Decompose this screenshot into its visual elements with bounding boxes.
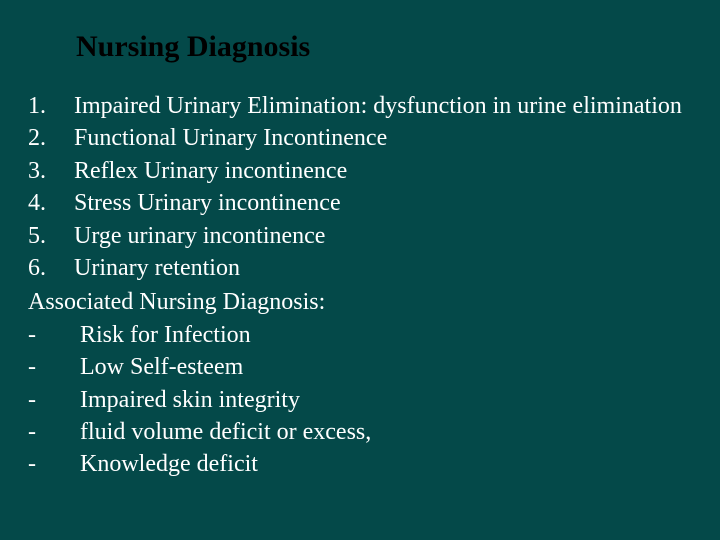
item-text: Stress Urinary incontinence	[64, 187, 341, 219]
item-number: 5.	[28, 220, 64, 252]
slide-title: Nursing Diagnosis	[76, 30, 720, 64]
bullet-dash: -	[28, 448, 64, 480]
item-text: Urge urinary incontinence	[64, 220, 325, 252]
list-item: 4. Stress Urinary incontinence	[28, 187, 690, 219]
bullet-dash: -	[28, 416, 64, 448]
list-item: 3. Reflex Urinary incontinence	[28, 155, 690, 187]
bullet-text: fluid volume deficit or excess,	[64, 416, 371, 448]
item-number: 3.	[28, 155, 64, 187]
slide-body: 1. Impaired Urinary Elimination: dysfunc…	[0, 90, 720, 481]
bullet-text: Impaired skin integrity	[64, 384, 300, 416]
bullet-text: Low Self-esteem	[64, 351, 243, 383]
item-text: Urinary retention	[64, 252, 240, 284]
bullet-item: - Knowledge deficit	[28, 448, 690, 480]
bullet-item: - Low Self-esteem	[28, 351, 690, 383]
list-item: 6. Urinary retention	[28, 252, 690, 284]
bullet-item: - Impaired skin integrity	[28, 384, 690, 416]
subheading: Associated Nursing Diagnosis:	[28, 286, 690, 318]
item-number: 6.	[28, 252, 64, 284]
bullet-text: Knowledge deficit	[64, 448, 258, 480]
item-text: Functional Urinary Incontinence	[64, 122, 387, 154]
bullet-item: - Risk for Infection	[28, 319, 690, 351]
list-item: 5. Urge urinary incontinence	[28, 220, 690, 252]
item-number: 2.	[28, 122, 64, 154]
bullet-dash: -	[28, 351, 64, 383]
list-item: 1. Impaired Urinary Elimination: dysfunc…	[28, 90, 690, 122]
slide: Nursing Diagnosis 1. Impaired Urinary El…	[0, 0, 720, 540]
item-text: Impaired Urinary Elimination: dysfunctio…	[64, 90, 682, 122]
item-text: Reflex Urinary incontinence	[64, 155, 347, 187]
bullet-dash: -	[28, 384, 64, 416]
bullet-item: - fluid volume deficit or excess,	[28, 416, 690, 448]
item-number: 4.	[28, 187, 64, 219]
item-number: 1.	[28, 90, 64, 122]
bullet-dash: -	[28, 319, 64, 351]
bullet-text: Risk for Infection	[64, 319, 251, 351]
list-item: 2. Functional Urinary Incontinence	[28, 122, 690, 154]
